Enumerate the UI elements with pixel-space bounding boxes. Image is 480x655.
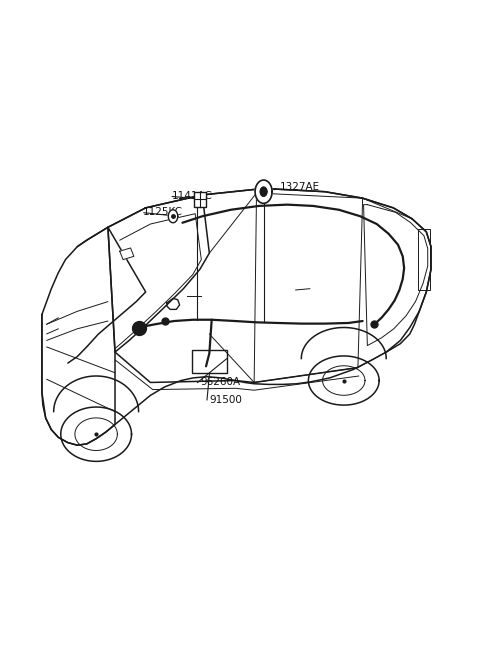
Text: 91500: 91500 bbox=[209, 395, 242, 405]
Bar bbox=[194, 192, 205, 207]
Text: 96260A: 96260A bbox=[200, 377, 240, 388]
Polygon shape bbox=[168, 210, 178, 223]
Polygon shape bbox=[260, 187, 267, 196]
Polygon shape bbox=[120, 248, 134, 259]
Polygon shape bbox=[255, 180, 272, 203]
Text: 1125KC: 1125KC bbox=[144, 208, 183, 217]
Bar bbox=[418, 229, 430, 290]
Bar bbox=[192, 350, 227, 373]
Text: 1327AE: 1327AE bbox=[280, 181, 320, 191]
Text: 1141AC: 1141AC bbox=[172, 191, 213, 201]
